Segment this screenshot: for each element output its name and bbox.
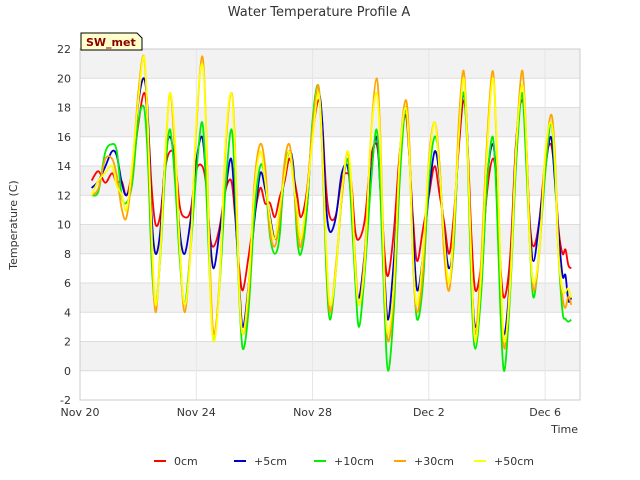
legend-label: +30cm bbox=[414, 455, 454, 468]
grid-bands bbox=[80, 49, 580, 371]
x-axis-ticks: Nov 20 Nov 24 Nov 28 Dec 2 Dec 6 bbox=[61, 406, 561, 419]
grid-band bbox=[80, 224, 580, 254]
y-tick-label: 14 bbox=[57, 160, 71, 173]
x-tick-label: Nov 20 bbox=[61, 406, 100, 419]
legend-item: +30cm bbox=[394, 455, 454, 468]
x-tick-label: Dec 6 bbox=[529, 406, 561, 419]
y-tick-label: 20 bbox=[57, 72, 71, 85]
y-tick-label: -2 bbox=[60, 394, 71, 407]
legend-item: 0cm bbox=[154, 455, 198, 468]
x-tick-label: Nov 28 bbox=[293, 406, 332, 419]
y-tick-label: 12 bbox=[57, 189, 71, 202]
series-line-plus-50cm bbox=[90, 55, 573, 343]
y-tick-label: 18 bbox=[57, 102, 71, 115]
y-tick-label: 16 bbox=[57, 131, 71, 144]
y-tick-label: 22 bbox=[57, 43, 71, 56]
legend-label: +50cm bbox=[494, 455, 534, 468]
legend-item: +10cm bbox=[314, 455, 374, 468]
station-tag: SW_met bbox=[80, 32, 143, 51]
y-tick-label: 6 bbox=[64, 277, 71, 290]
y-tick-label: 0 bbox=[64, 365, 71, 378]
x-axis-label: Time bbox=[550, 423, 578, 436]
chart-title: Water Temperature Profile A bbox=[228, 5, 411, 20]
y-axis-label: Temperature (C) bbox=[7, 180, 20, 270]
station-tag-label: SW_met bbox=[86, 36, 136, 49]
y-tick-label: 4 bbox=[64, 306, 71, 319]
legend: 0cm +5cm +10cm +30cm +50cm bbox=[154, 455, 534, 468]
grid-band bbox=[80, 49, 580, 79]
x-tick-label: Nov 24 bbox=[177, 406, 216, 419]
grid-band bbox=[80, 166, 580, 196]
legend-label: +5cm bbox=[254, 455, 287, 468]
y-axis-ticks: -2 0 2 4 6 8 10 12 14 16 18 20 22 bbox=[57, 43, 71, 407]
y-tick-label: 8 bbox=[64, 248, 71, 261]
plot-frame bbox=[79, 48, 581, 401]
grid-band bbox=[80, 341, 580, 371]
x-tick-label: Dec 2 bbox=[413, 406, 445, 419]
legend-item: +5cm bbox=[234, 455, 287, 468]
grid-band bbox=[80, 107, 580, 137]
legend-item: +50cm bbox=[474, 455, 534, 468]
y-tick-label: 2 bbox=[64, 336, 71, 349]
y-tick-label: 10 bbox=[57, 219, 71, 232]
legend-label: 0cm bbox=[174, 455, 198, 468]
data-series bbox=[90, 54, 573, 372]
legend-label: +10cm bbox=[334, 455, 374, 468]
